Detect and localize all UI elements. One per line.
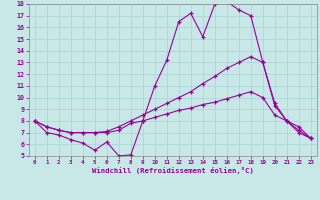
X-axis label: Windchill (Refroidissement éolien,°C): Windchill (Refroidissement éolien,°C) bbox=[92, 167, 254, 174]
